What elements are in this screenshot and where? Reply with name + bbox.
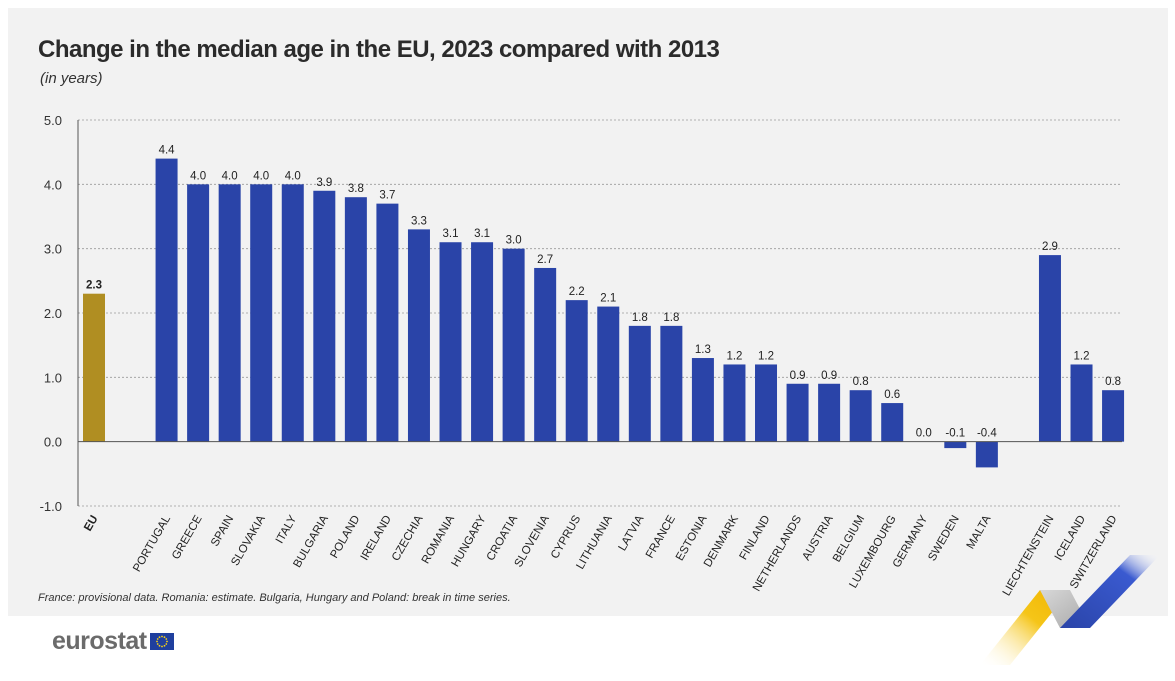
- category-label: BELGIUM: [831, 514, 867, 565]
- category-label: PORTUGAL: [131, 513, 173, 574]
- data-label: 3.0: [506, 235, 522, 247]
- y-tick-label: 5.0: [44, 113, 62, 128]
- bar-austria: [818, 383, 841, 442]
- category-label: CROATIA: [485, 513, 521, 563]
- chart-subtitle: (in years): [40, 70, 103, 87]
- bar-hungary: [471, 242, 494, 442]
- footnote: France: provisional data. Romania: estim…: [38, 592, 511, 604]
- category-label: EU: [82, 514, 100, 534]
- eurostat-logo: eurostat: [52, 627, 174, 656]
- category-label: POLAND: [328, 514, 362, 561]
- data-label: 2.7: [537, 254, 553, 266]
- bar-estonia: [691, 358, 714, 442]
- bar-croatia: [502, 248, 525, 442]
- data-label: 4.0: [285, 170, 301, 182]
- bar-slovakia: [250, 184, 273, 442]
- category-label: ESTONIA: [674, 513, 710, 563]
- data-label: 4.0: [253, 170, 269, 182]
- bar-italy: [281, 184, 304, 442]
- data-label: 0.6: [884, 389, 900, 401]
- category-label: AUSTRIA: [800, 513, 835, 562]
- category-label: SLOVAKIA: [229, 513, 268, 568]
- data-label: -0.4: [977, 428, 997, 440]
- bar-malta: [975, 441, 998, 468]
- data-label: 1.8: [632, 312, 648, 324]
- data-label: 0.8: [853, 376, 869, 388]
- data-label: 4.4: [159, 145, 176, 157]
- bar-czechia: [407, 229, 430, 442]
- bar-lithuania: [597, 306, 620, 442]
- category-label: SPAIN: [209, 514, 236, 549]
- data-label: 3.3: [411, 215, 427, 227]
- category-label: IRELAND: [359, 514, 394, 563]
- y-tick-label: 3.0: [44, 242, 62, 257]
- eu-flag-icon: [149, 633, 174, 650]
- bar-slovenia: [534, 267, 557, 442]
- data-label: 0.0: [916, 428, 932, 440]
- data-label: 3.7: [379, 190, 395, 202]
- category-label: GREECE: [170, 513, 205, 561]
- data-label: 0.8: [1105, 376, 1121, 388]
- data-label: 3.9: [316, 177, 332, 189]
- data-label: 3.8: [348, 183, 364, 195]
- bar-bulgaria: [313, 190, 336, 442]
- bar-netherlands: [786, 383, 809, 442]
- y-tick-label: -1.0: [40, 499, 62, 514]
- y-tick-label: 2.0: [44, 306, 62, 321]
- bar-finland: [755, 364, 778, 442]
- decorative-ribbon-graphic: [980, 555, 1160, 665]
- data-label: 2.2: [569, 286, 585, 298]
- chart-title: Change in the median age in the EU, 2023…: [38, 36, 720, 63]
- bar-iceland: [1070, 364, 1093, 442]
- data-label: 2.3: [86, 280, 102, 292]
- data-label: 1.2: [726, 350, 742, 362]
- bar-spain: [218, 184, 241, 442]
- y-tick-label: 0.0: [44, 435, 62, 450]
- bar-liechtenstein: [1038, 255, 1061, 442]
- y-tick-label: 1.0: [44, 370, 62, 385]
- category-label: CZECHIA: [390, 513, 426, 563]
- bar-sweden: [944, 441, 967, 449]
- bar-cyprus: [565, 300, 588, 442]
- bar-france: [660, 325, 683, 442]
- data-label: 1.2: [1074, 350, 1090, 362]
- data-label: 2.9: [1042, 241, 1058, 253]
- y-tick-label: 4.0: [44, 177, 62, 192]
- data-label: 3.1: [474, 228, 490, 240]
- bar-denmark: [723, 364, 746, 442]
- data-label: 0.9: [821, 370, 837, 382]
- bar-ireland: [376, 203, 399, 442]
- data-label: 4.0: [222, 170, 238, 182]
- bar-switzerland: [1102, 390, 1125, 442]
- data-label: 4.0: [190, 170, 206, 182]
- logo-text: eurostat: [52, 627, 147, 655]
- bar-latvia: [628, 325, 651, 442]
- category-label: FINLAND: [738, 514, 773, 563]
- data-label: 2.1: [600, 293, 616, 305]
- bar-eu: [83, 293, 105, 442]
- data-label: 1.3: [695, 344, 711, 356]
- data-label: 3.1: [443, 228, 459, 240]
- data-label: -0.1: [945, 428, 965, 440]
- category-label: MALTA: [965, 513, 994, 551]
- bar-greece: [187, 184, 210, 442]
- category-label: SWEDEN: [926, 514, 962, 564]
- bar-luxembourg: [881, 403, 904, 442]
- data-label: 1.8: [663, 312, 679, 324]
- category-label: CYPRUS: [549, 513, 584, 561]
- data-label: 0.9: [790, 370, 806, 382]
- bar-belgium: [849, 390, 872, 442]
- bar-portugal: [155, 158, 178, 442]
- bar-poland: [344, 197, 367, 442]
- data-label: 1.2: [758, 350, 774, 362]
- category-label: LATVIA: [617, 513, 647, 553]
- category-label: FRANCE: [644, 513, 678, 560]
- bar-romania: [439, 242, 462, 442]
- category-label: ITALY: [274, 513, 300, 545]
